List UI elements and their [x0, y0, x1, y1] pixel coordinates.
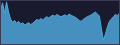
plot-frame: [1, 1, 120, 45]
plot-area: [1, 2, 120, 45]
area: [1, 2, 120, 45]
chart: [0, 0, 120, 45]
chart-container: [0, 0, 120, 45]
line: [1, 2, 120, 40]
